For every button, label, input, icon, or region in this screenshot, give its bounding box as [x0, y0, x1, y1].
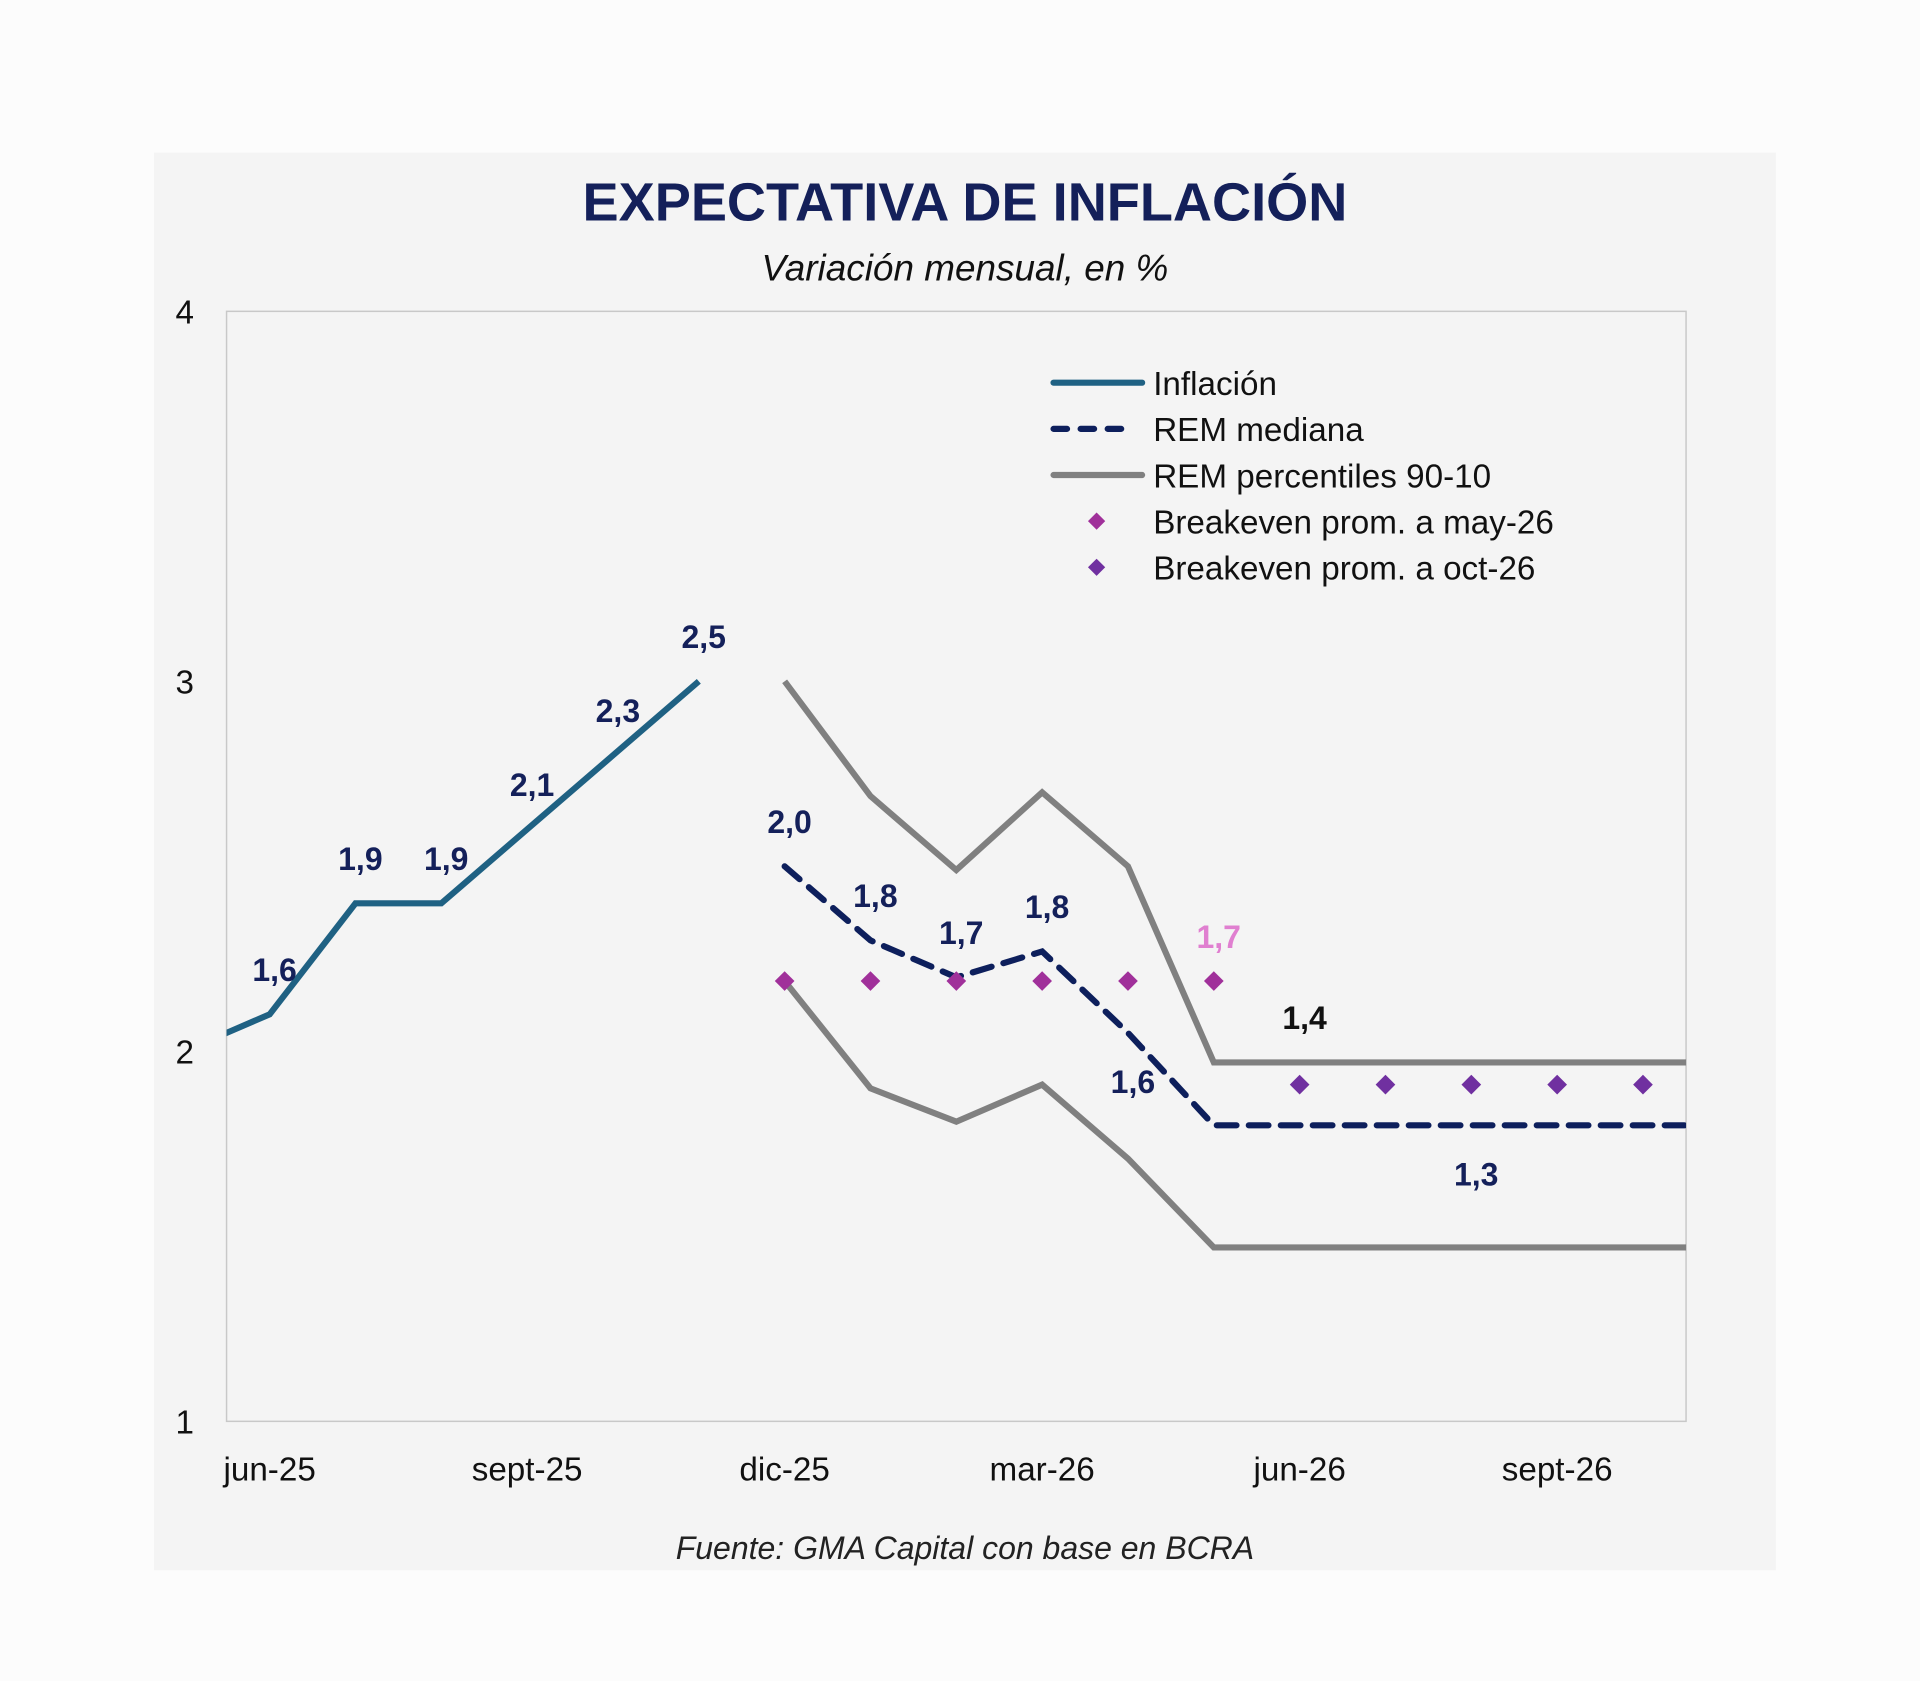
chart-source: Fuente: GMA Capital con base en BCRA: [676, 1530, 1254, 1566]
y-tick-label: 4: [175, 295, 193, 332]
data-label: 1,6: [1111, 1064, 1155, 1100]
legend-label: Breakeven prom. a oct-26: [1153, 551, 1535, 588]
data-label: 1,8: [1025, 889, 1069, 925]
x-tick-label: mar-26: [990, 1451, 1095, 1488]
data-label: 2,3: [596, 693, 640, 729]
data-label: 2,0: [767, 804, 811, 840]
chart-subtitle: Variación mensual, en %: [761, 248, 1168, 289]
breakeven-marker: [946, 971, 967, 991]
legend-item: Inflación: [1050, 366, 1277, 403]
breakeven-marker: [860, 971, 881, 991]
data-label: 1,3: [1454, 1157, 1498, 1193]
data-label: 2,1: [510, 767, 554, 803]
data-label: 1,6: [252, 952, 296, 988]
x-tick-label: jun-25: [222, 1451, 315, 1488]
legend-label: REM percentiles 90-10: [1153, 458, 1491, 495]
data-label: 1,9: [424, 841, 468, 877]
x-tick-label: sept-25: [472, 1451, 583, 1488]
legend-item: REM mediana: [1050, 412, 1364, 449]
data-label: 2,5: [681, 619, 725, 655]
x-tick-label: dic-25: [739, 1451, 829, 1488]
data-label: 1,8: [853, 878, 897, 914]
data-label: 1,7: [1196, 919, 1240, 955]
legend-marker-icon: [1087, 512, 1106, 530]
series-line: [782, 979, 1687, 1251]
plot-area: [225, 310, 1687, 1423]
series-line: [781, 863, 1687, 1129]
legend-marker-icon: [1087, 558, 1106, 576]
legend-item: Breakeven prom. a oct-26: [1087, 551, 1535, 588]
y-tick-label: 3: [175, 665, 193, 702]
legend-label: Inflación: [1153, 366, 1277, 403]
series-line: [226, 679, 701, 1037]
breakeven-marker: [774, 971, 795, 991]
x-tick-label: sept-26: [1502, 1451, 1613, 1488]
series-line: [782, 679, 1687, 1066]
x-tick-label: jun-26: [1252, 1451, 1345, 1488]
chart-title: EXPECTATIVA DE INFLACIÓN: [583, 172, 1348, 232]
data-label: 1,7: [939, 915, 983, 951]
legend-label: Breakeven prom. a may-26: [1153, 504, 1554, 541]
data-label: 1,4: [1282, 1000, 1327, 1036]
y-tick-label: 2: [175, 1035, 193, 1072]
legend-item: REM percentiles 90-10: [1050, 458, 1491, 495]
legend-item: Breakeven prom. a may-26: [1087, 504, 1554, 541]
breakeven-marker: [1032, 971, 1052, 991]
y-tick-label: 1: [175, 1405, 193, 1442]
legend-label: REM mediana: [1153, 412, 1364, 449]
data-label: 1,9: [338, 841, 382, 877]
